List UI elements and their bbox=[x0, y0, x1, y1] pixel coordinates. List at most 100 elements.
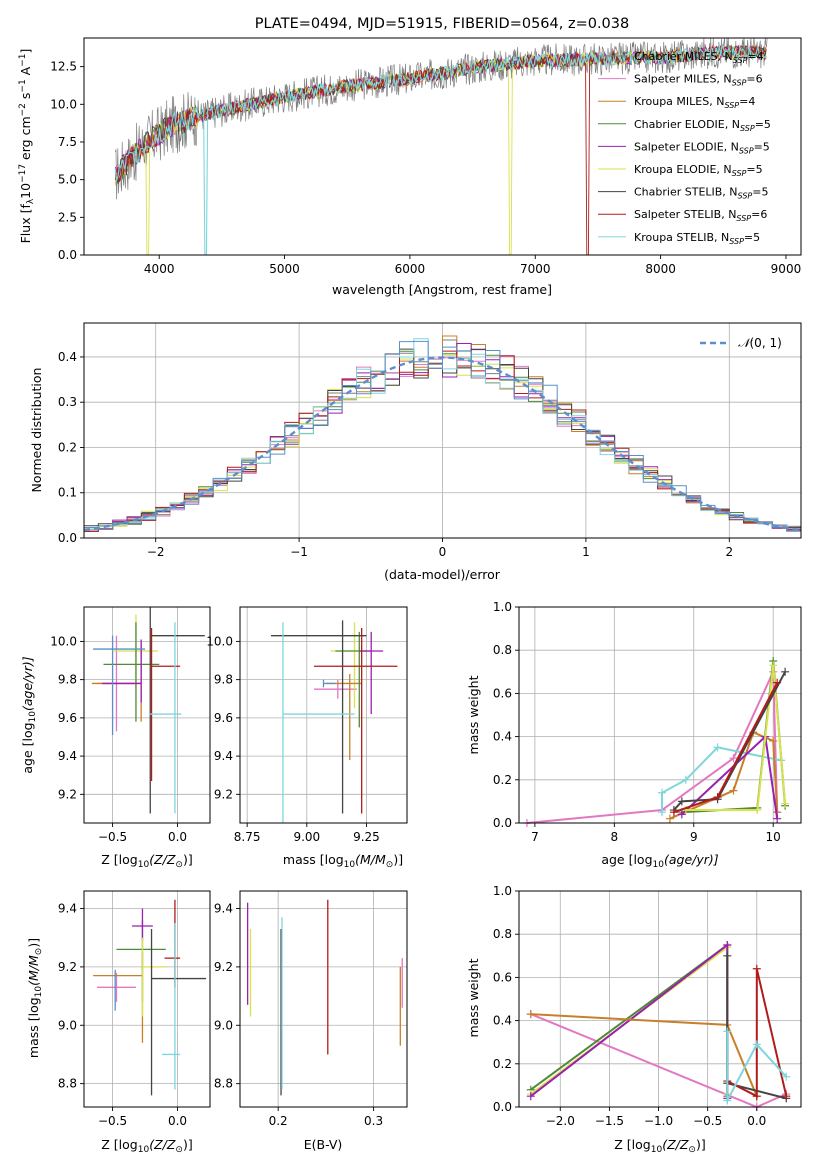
weight-vs-Z-marker-4-0 bbox=[526, 1010, 535, 1019]
weight-vs-Z-marker-6-1 bbox=[752, 1092, 761, 1101]
spectrum-xtick-label-4: 8000 bbox=[645, 262, 676, 276]
weight-vs-Z-marker-7-1 bbox=[723, 1096, 732, 1105]
weight-vs-age-series-6 bbox=[673, 671, 786, 811]
weight-vs-Z-xtick-label-3: −0.5 bbox=[693, 1114, 722, 1128]
spectrum-legend-label-2: Kroupa MILES, NSSP=4 bbox=[634, 95, 755, 110]
spectrum-ytick-label-4: 10.0 bbox=[50, 97, 77, 111]
weight-vs-age-panel: 7 8 9 10 0.0 0.2 0.4 0.6 0.8 1.0 age [log10(age/y… bbox=[466, 600, 802, 870]
weight-vs-age-xtick-label-2: 9 bbox=[690, 830, 698, 844]
weight-vs-age-xtick-label-1: 8 bbox=[611, 830, 619, 844]
weight-vs-Z-ytick-label-3: 0.6 bbox=[493, 970, 512, 984]
weight-vs-Z-xtick-label-2: −1.0 bbox=[644, 1114, 673, 1128]
residuals-reference-curve bbox=[84, 356, 801, 532]
weight-vs-age-ylabel: mass weight bbox=[466, 675, 481, 754]
residuals-legend-label: 𝒩(0, 1) bbox=[738, 336, 782, 350]
weight-vs-Z-ytick-label-5: 1.0 bbox=[493, 884, 512, 898]
mass-vs-EBV-ytick-label-0: 8.8 bbox=[214, 1077, 233, 1091]
age-vs-Z-frame bbox=[83, 606, 211, 824]
weight-vs-age-xtick-label-3: 10 bbox=[766, 830, 781, 844]
weight-vs-Z-ytick-label-1: 0.2 bbox=[493, 1057, 512, 1071]
mass-vs-Z-frame bbox=[83, 890, 211, 1108]
weight-vs-age-xlabel: age [log10(age/yr)] bbox=[601, 852, 718, 870]
spectrum-title: PLATE=0494, MJD=51915, FIBERID=0564, z=0… bbox=[255, 16, 629, 32]
weight-vs-age-marker-1-2 bbox=[681, 775, 690, 784]
weight-vs-Z-xtick-label-4: 0.0 bbox=[747, 1114, 766, 1128]
spectrum-panel: PLATE=0494, MJD=51915, FIBERID=0564, z=0… bbox=[18, 16, 802, 297]
mass-vs-Z-xtick-label-0: −0.5 bbox=[98, 1114, 127, 1128]
residuals-xlabel: (data-model)/error bbox=[384, 567, 501, 582]
residuals-xtick-label-2: 0 bbox=[439, 545, 447, 559]
weight-vs-Z-xtick-label-0: −2.0 bbox=[546, 1114, 575, 1128]
residuals-plot-area bbox=[84, 335, 801, 538]
weight-vs-Z-xlabel: Z [log10(Z/Z⊙)] bbox=[614, 1137, 705, 1155]
weight-vs-age-marker-4-2 bbox=[773, 814, 782, 823]
weight-vs-age-ytick-label-2: 0.4 bbox=[493, 730, 512, 744]
age-vs-Z-ytick-label-3: 9.8 bbox=[58, 673, 77, 687]
weight-vs-age-ytick-label-4: 0.8 bbox=[493, 643, 512, 657]
mass-vs-Z-plot-area bbox=[84, 891, 210, 1107]
spectrum-legend-label-1: Salpeter MILES, NSSP=6 bbox=[634, 73, 763, 88]
weight-vs-Z-marker-7-3 bbox=[782, 1072, 791, 1081]
age-vs-mass-ytick-label-1: 9.4 bbox=[214, 749, 233, 763]
spectrum-legend-label-4: Salpeter ELODIE, NSSP=5 bbox=[634, 140, 770, 155]
weight-vs-Z-marker-5-0 bbox=[723, 951, 732, 960]
residuals-xtick-label-0: −2 bbox=[147, 545, 165, 559]
mass-vs-EBV-panel: 0.2 0.3 8.8 9.0 9.2 9.4 E(B-V) bbox=[214, 890, 408, 1152]
spectrum-xlabel: wavelength [Angstrom, rest frame] bbox=[332, 282, 552, 297]
residuals-ytick-label-0: 0.0 bbox=[58, 531, 77, 545]
spectrum-legend-label-6: Chabrier STELIB, NSSP=5 bbox=[634, 186, 768, 201]
weight-vs-age-plot-area bbox=[519, 606, 801, 827]
mass-vs-EBV-axes: 0.2 0.3 8.8 9.0 9.2 9.4 bbox=[214, 890, 408, 1128]
weight-vs-Z-panel: −2.0 −1.5 −1.0 −0.5 0.0 0.0 0.2 0.4 0.6 0.8 1.0 Z … bbox=[466, 884, 802, 1155]
residuals-legend: 𝒩(0, 1) bbox=[700, 336, 782, 350]
spectrum-ytick-label-2: 5.0 bbox=[58, 173, 77, 187]
spectrum-legend-label-5: Kroupa ELODIE, NSSP=5 bbox=[634, 163, 763, 178]
residuals-axes: −2 −1 0 1 2 0.0 0.1 0.2 0.3 0.4 bbox=[58, 322, 802, 559]
spectrum-legend: Chabrier MILES, NSSP=4 Salpeter MILES, NS… bbox=[598, 50, 771, 246]
weight-vs-Z-axes: −2.0 −1.5 −1.0 −0.5 0.0 0.0 0.2 0.4 0.6 0.8 1.0 bbox=[493, 884, 802, 1128]
weight-vs-Z-marker-7-2 bbox=[752, 1040, 761, 1049]
age-vs-Z-panel: −0.5 0.09.29.49.69.810.0 Z [log10(Z/Z⊙)] … bbox=[20, 606, 211, 870]
age-vs-Z-ytick-label-2: 9.6 bbox=[58, 711, 77, 725]
mass-vs-EBV-ytick-label-3: 9.4 bbox=[214, 902, 233, 916]
spectrum-legend-label-0: Chabrier MILES, NSSP=4 bbox=[634, 50, 764, 65]
age-vs-mass-ytick-label-0: 9.2 bbox=[214, 787, 233, 801]
mass-vs-EBV-plot-area bbox=[240, 891, 407, 1107]
spectrum-frame bbox=[83, 37, 802, 256]
spectrum-xtick-label-3: 7000 bbox=[520, 262, 551, 276]
age-vs-mass-xtick-label-2: 9.25 bbox=[353, 830, 380, 844]
spectrum-ylabel: Flux [fλ10−17 erg cm−2 s−1 A−1] bbox=[18, 49, 36, 244]
weight-vs-age-marker-7-1 bbox=[713, 793, 722, 802]
age-vs-mass-xtick-label-1: 9.00 bbox=[293, 830, 320, 844]
weight-vs-Z-marker-6-2 bbox=[752, 964, 761, 973]
weight-vs-age-ytick-label-3: 0.6 bbox=[493, 686, 512, 700]
weight-vs-Z-series-7 bbox=[726, 1031, 788, 1101]
weight-vs-age-axes: 7 8 9 10 0.0 0.2 0.4 0.6 0.8 1.0 bbox=[493, 600, 802, 844]
mass-vs-EBV-xlabel: E(B-V) bbox=[304, 1137, 343, 1152]
age-vs-Z-ytick-label-4: 10.0 bbox=[50, 634, 77, 648]
age-vs-Z-plot-area bbox=[84, 607, 210, 823]
residuals-ytick-label-4: 0.4 bbox=[58, 350, 77, 364]
spectrum-ytick-label-0: 0.0 bbox=[58, 248, 77, 262]
weight-vs-age-ytick-label-0: 0.0 bbox=[493, 816, 512, 830]
weight-vs-age-ytick-label-1: 0.2 bbox=[493, 773, 512, 787]
weight-vs-Z-ytick-label-0: 0.0 bbox=[493, 1100, 512, 1114]
age-vs-mass-axes: 8.75 9.00 9.25 9.2 9.4 9.6 9.8 10.0 bbox=[206, 606, 408, 844]
spectrum-legend-label-7: Salpeter STELIB, NSSP=6 bbox=[634, 208, 767, 223]
residuals-panel: −2 −1 0 1 2 0.0 0.1 0.2 0.3 0.4 (data-model)/erro… bbox=[29, 322, 802, 582]
residuals-ytick-label-3: 0.3 bbox=[58, 395, 77, 409]
weight-vs-age-marker-6-3 bbox=[781, 667, 790, 676]
age-vs-mass-ytick-label-4: 10.0 bbox=[206, 634, 233, 648]
mass-vs-Z-ytick-label-3: 9.4 bbox=[58, 902, 77, 916]
age-vs-mass-ytick-label-3: 9.8 bbox=[214, 673, 233, 687]
weight-vs-Z-ytick-label-4: 0.8 bbox=[493, 927, 512, 941]
weight-vs-Z-marker-6-3 bbox=[782, 1092, 791, 1101]
spectrum-axes: 4000 5000 6000 7000 8000 9000 0.0 2.5 5.0 7.5 10.0… bbox=[50, 37, 802, 276]
age-vs-Z-xtick-label-1: 0.0 bbox=[168, 830, 187, 844]
weight-vs-age-marker-7-0 bbox=[669, 808, 678, 817]
weight-vs-age-marker-0-2 bbox=[729, 754, 738, 763]
spectrum-xtick-label-5: 9000 bbox=[771, 262, 802, 276]
residuals-ytick-label-1: 0.1 bbox=[58, 486, 77, 500]
mass-vs-Z-ylabel: mass [log10(M/M⊙)] bbox=[26, 938, 44, 1058]
